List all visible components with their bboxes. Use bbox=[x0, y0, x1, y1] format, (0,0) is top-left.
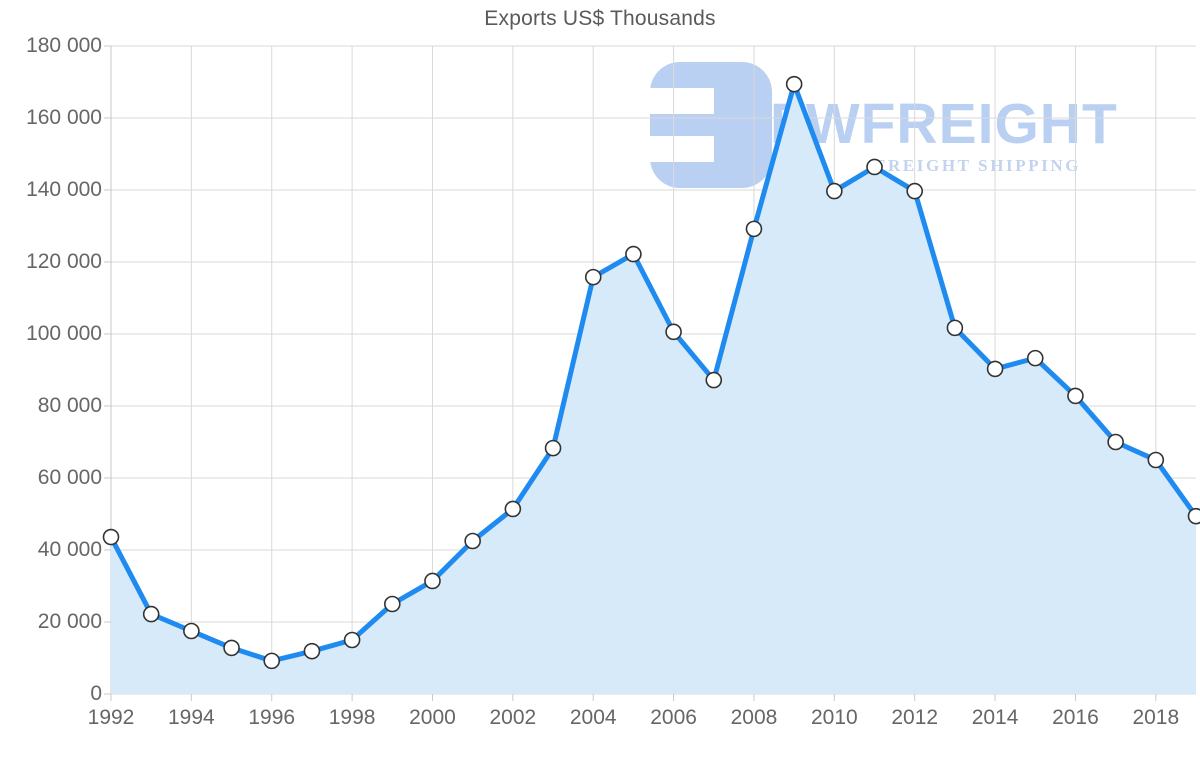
data-point-marker[interactable] bbox=[745, 220, 763, 238]
data-point-marker[interactable] bbox=[826, 182, 843, 200]
data-point-marker[interactable] bbox=[866, 158, 883, 176]
data-point-marker[interactable] bbox=[946, 319, 964, 337]
x-axis-label: 2010 bbox=[810, 706, 858, 729]
y-axis-label: 160 000 bbox=[26, 106, 102, 129]
y-axis-label: 0 bbox=[90, 682, 102, 705]
x-axis-label: 1994 bbox=[168, 706, 215, 729]
data-point-marker[interactable] bbox=[1187, 507, 1200, 525]
data-point-marker[interactable] bbox=[986, 360, 1004, 378]
x-axis-label: 1996 bbox=[248, 706, 296, 729]
data-point-marker[interactable] bbox=[1067, 387, 1084, 405]
data-point-marker[interactable] bbox=[1107, 433, 1124, 451]
x-axis-label: 2004 bbox=[569, 706, 617, 729]
chart-title: Exports US$ Thousands bbox=[484, 7, 716, 30]
data-point-marker[interactable] bbox=[1147, 451, 1165, 469]
data-point-marker[interactable] bbox=[303, 642, 321, 660]
data-point-marker[interactable] bbox=[504, 500, 522, 518]
data-point-marker[interactable] bbox=[785, 75, 803, 93]
y-axis-label: 40 000 bbox=[37, 538, 102, 561]
data-point-marker[interactable] bbox=[102, 528, 120, 546]
area-fill bbox=[111, 84, 1196, 694]
x-axis-label: 2006 bbox=[650, 706, 697, 729]
y-axis-label: 20 000 bbox=[37, 610, 102, 633]
data-point-marker[interactable] bbox=[625, 245, 642, 263]
data-point-marker[interactable] bbox=[544, 439, 562, 457]
data-point-marker[interactable] bbox=[383, 595, 401, 613]
x-axis-label: 2018 bbox=[1132, 706, 1180, 729]
data-point-marker[interactable] bbox=[665, 323, 682, 341]
data-point-marker[interactable] bbox=[1026, 349, 1044, 367]
x-axis-label: 2014 bbox=[971, 706, 1019, 729]
x-axis-label: 1998 bbox=[328, 706, 376, 729]
data-point-marker[interactable] bbox=[705, 371, 723, 389]
y-axis-label: 120 000 bbox=[26, 250, 102, 273]
x-axis-label: 2000 bbox=[409, 706, 456, 729]
data-point-marker[interactable] bbox=[142, 605, 160, 623]
x-axis-label: 2008 bbox=[730, 706, 778, 729]
x-axis-label: 1992 bbox=[87, 706, 135, 729]
y-axis-label: 140 000 bbox=[26, 178, 102, 201]
y-axis-label: 60 000 bbox=[37, 466, 102, 489]
data-point-marker[interactable] bbox=[906, 182, 924, 200]
data-point-marker[interactable] bbox=[223, 639, 240, 657]
data-point-marker[interactable] bbox=[424, 572, 441, 590]
y-axis-label: 100 000 bbox=[26, 322, 102, 345]
data-point-marker[interactable] bbox=[584, 268, 602, 286]
y-axis-label: 180 000 bbox=[26, 34, 102, 57]
data-point-marker[interactable] bbox=[343, 631, 361, 649]
x-axis-label: 2012 bbox=[891, 706, 939, 729]
data-point-marker[interactable] bbox=[263, 652, 281, 670]
y-axis-label: 80 000 bbox=[37, 394, 102, 417]
data-point-marker[interactable] bbox=[183, 622, 200, 640]
x-axis-label: 2016 bbox=[1052, 706, 1099, 729]
data-line bbox=[108, 81, 1199, 664]
x-axis-label: 2002 bbox=[489, 706, 537, 729]
data-point-marker[interactable] bbox=[464, 532, 481, 550]
